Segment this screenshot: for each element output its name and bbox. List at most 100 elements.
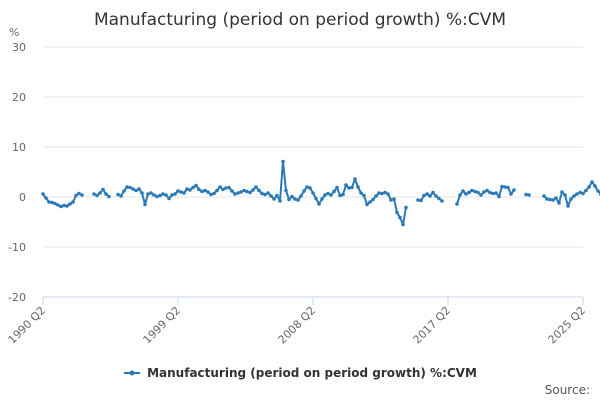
data-point[interactable] xyxy=(299,194,303,198)
data-point[interactable] xyxy=(164,193,168,197)
data-point[interactable] xyxy=(461,189,465,193)
data-point[interactable] xyxy=(464,192,468,196)
data-point[interactable] xyxy=(290,194,294,199)
data-point[interactable] xyxy=(497,194,501,199)
data-point[interactable] xyxy=(374,194,378,198)
data-point[interactable] xyxy=(233,192,237,196)
data-point[interactable] xyxy=(491,191,495,196)
data-point[interactable] xyxy=(422,193,426,198)
legend[interactable]: Manufacturing (period on period growth) … xyxy=(0,366,600,381)
data-point[interactable] xyxy=(425,192,429,196)
data-point[interactable] xyxy=(509,192,513,196)
data-point[interactable] xyxy=(479,193,483,197)
data-point[interactable] xyxy=(101,187,105,192)
data-point[interactable] xyxy=(176,189,180,193)
data-point[interactable] xyxy=(197,187,201,192)
data-point[interactable] xyxy=(326,191,330,196)
data-point[interactable] xyxy=(263,192,267,197)
data-point[interactable] xyxy=(341,192,345,197)
data-point[interactable] xyxy=(353,177,357,181)
data-point[interactable] xyxy=(137,187,141,191)
data-point[interactable] xyxy=(437,196,441,201)
data-point[interactable] xyxy=(377,191,381,195)
data-point[interactable] xyxy=(149,191,153,195)
data-point[interactable] xyxy=(494,191,498,195)
data-point[interactable] xyxy=(140,191,144,195)
data-point[interactable] xyxy=(230,189,234,193)
data-point[interactable] xyxy=(302,189,306,193)
data-point[interactable] xyxy=(209,192,213,197)
data-point[interactable] xyxy=(182,191,186,195)
data-point[interactable] xyxy=(380,191,384,196)
data-point[interactable] xyxy=(323,193,327,197)
data-point[interactable] xyxy=(53,201,57,206)
data-point[interactable] xyxy=(119,194,123,198)
data-point[interactable] xyxy=(566,204,570,208)
data-point[interactable] xyxy=(434,194,438,198)
data-point[interactable] xyxy=(470,188,474,193)
data-point[interactable] xyxy=(389,198,393,202)
data-point[interactable] xyxy=(500,184,504,189)
data-point[interactable] xyxy=(179,190,183,194)
data-point[interactable] xyxy=(503,185,507,189)
data-point[interactable] xyxy=(506,185,510,190)
data-point[interactable] xyxy=(584,188,588,193)
data-point[interactable] xyxy=(581,191,585,196)
data-point[interactable] xyxy=(545,197,549,201)
data-point[interactable] xyxy=(356,185,360,189)
data-point[interactable] xyxy=(395,210,399,215)
data-point[interactable] xyxy=(416,198,420,202)
data-point[interactable] xyxy=(554,196,558,200)
data-point[interactable] xyxy=(281,159,285,164)
data-point[interactable] xyxy=(305,185,309,189)
data-point[interactable] xyxy=(551,198,555,202)
data-point[interactable] xyxy=(242,188,246,193)
data-point[interactable] xyxy=(578,190,582,195)
data-point[interactable] xyxy=(212,191,216,196)
data-point[interactable] xyxy=(47,200,51,204)
data-point[interactable] xyxy=(329,193,333,197)
data-point[interactable] xyxy=(206,190,210,194)
data-point[interactable] xyxy=(158,193,162,198)
data-point[interactable] xyxy=(170,193,174,197)
data-point[interactable] xyxy=(167,196,171,201)
data-point[interactable] xyxy=(146,192,150,196)
data-point[interactable] xyxy=(161,192,165,196)
data-point[interactable] xyxy=(257,188,261,193)
data-point[interactable] xyxy=(458,193,462,197)
data-point[interactable] xyxy=(68,202,72,206)
data-point[interactable] xyxy=(338,193,342,198)
data-point[interactable] xyxy=(284,188,288,193)
data-point[interactable] xyxy=(200,189,204,194)
data-point[interactable] xyxy=(572,194,576,198)
data-point[interactable] xyxy=(428,194,432,198)
data-point[interactable] xyxy=(359,191,363,195)
data-point[interactable] xyxy=(560,190,564,194)
data-point[interactable] xyxy=(596,189,600,193)
data-point[interactable] xyxy=(314,196,318,201)
data-point[interactable] xyxy=(203,188,207,193)
data-point[interactable] xyxy=(260,191,264,196)
data-point[interactable] xyxy=(248,190,252,195)
data-point[interactable] xyxy=(269,194,273,198)
data-point[interactable] xyxy=(173,192,177,196)
data-point[interactable] xyxy=(245,189,249,194)
data-point[interactable] xyxy=(98,191,102,195)
data-point[interactable] xyxy=(62,203,66,208)
data-point[interactable] xyxy=(587,185,591,189)
data-point[interactable] xyxy=(59,204,63,209)
data-point[interactable] xyxy=(155,194,159,199)
data-point[interactable] xyxy=(254,185,258,189)
data-point[interactable] xyxy=(191,185,195,190)
data-point[interactable] xyxy=(392,197,396,201)
data-point[interactable] xyxy=(227,185,231,190)
data-point[interactable] xyxy=(488,190,492,195)
data-point[interactable] xyxy=(125,185,129,189)
data-point[interactable] xyxy=(575,192,579,196)
data-point[interactable] xyxy=(593,184,597,188)
data-point[interactable] xyxy=(80,193,84,197)
data-point[interactable] xyxy=(350,185,354,190)
data-point[interactable] xyxy=(131,187,135,191)
data-point[interactable] xyxy=(221,187,225,192)
data-point[interactable] xyxy=(527,193,531,197)
